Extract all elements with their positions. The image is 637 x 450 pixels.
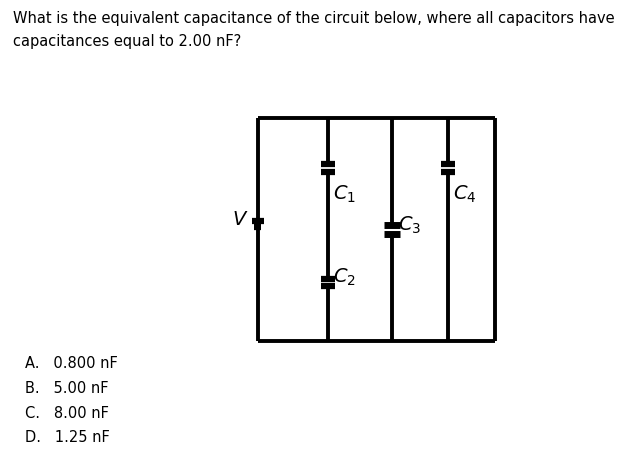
Text: C.   8.00 nF: C. 8.00 nF (25, 406, 110, 421)
Text: $C_1$: $C_1$ (333, 184, 355, 205)
Text: A.   0.800 nF: A. 0.800 nF (25, 356, 118, 371)
Text: What is the equivalent capacitance of the circuit below, where all capacitors ha: What is the equivalent capacitance of th… (13, 11, 614, 26)
Text: D.   1.25 nF: D. 1.25 nF (25, 431, 110, 446)
Text: $C_2$: $C_2$ (333, 267, 355, 288)
Text: $V$: $V$ (232, 210, 248, 229)
Text: capacitances equal to 2.00 nF?: capacitances equal to 2.00 nF? (13, 34, 241, 49)
Text: $C_4$: $C_4$ (453, 184, 476, 205)
Text: B.   5.00 nF: B. 5.00 nF (25, 381, 109, 396)
Text: $C_3$: $C_3$ (398, 215, 421, 236)
